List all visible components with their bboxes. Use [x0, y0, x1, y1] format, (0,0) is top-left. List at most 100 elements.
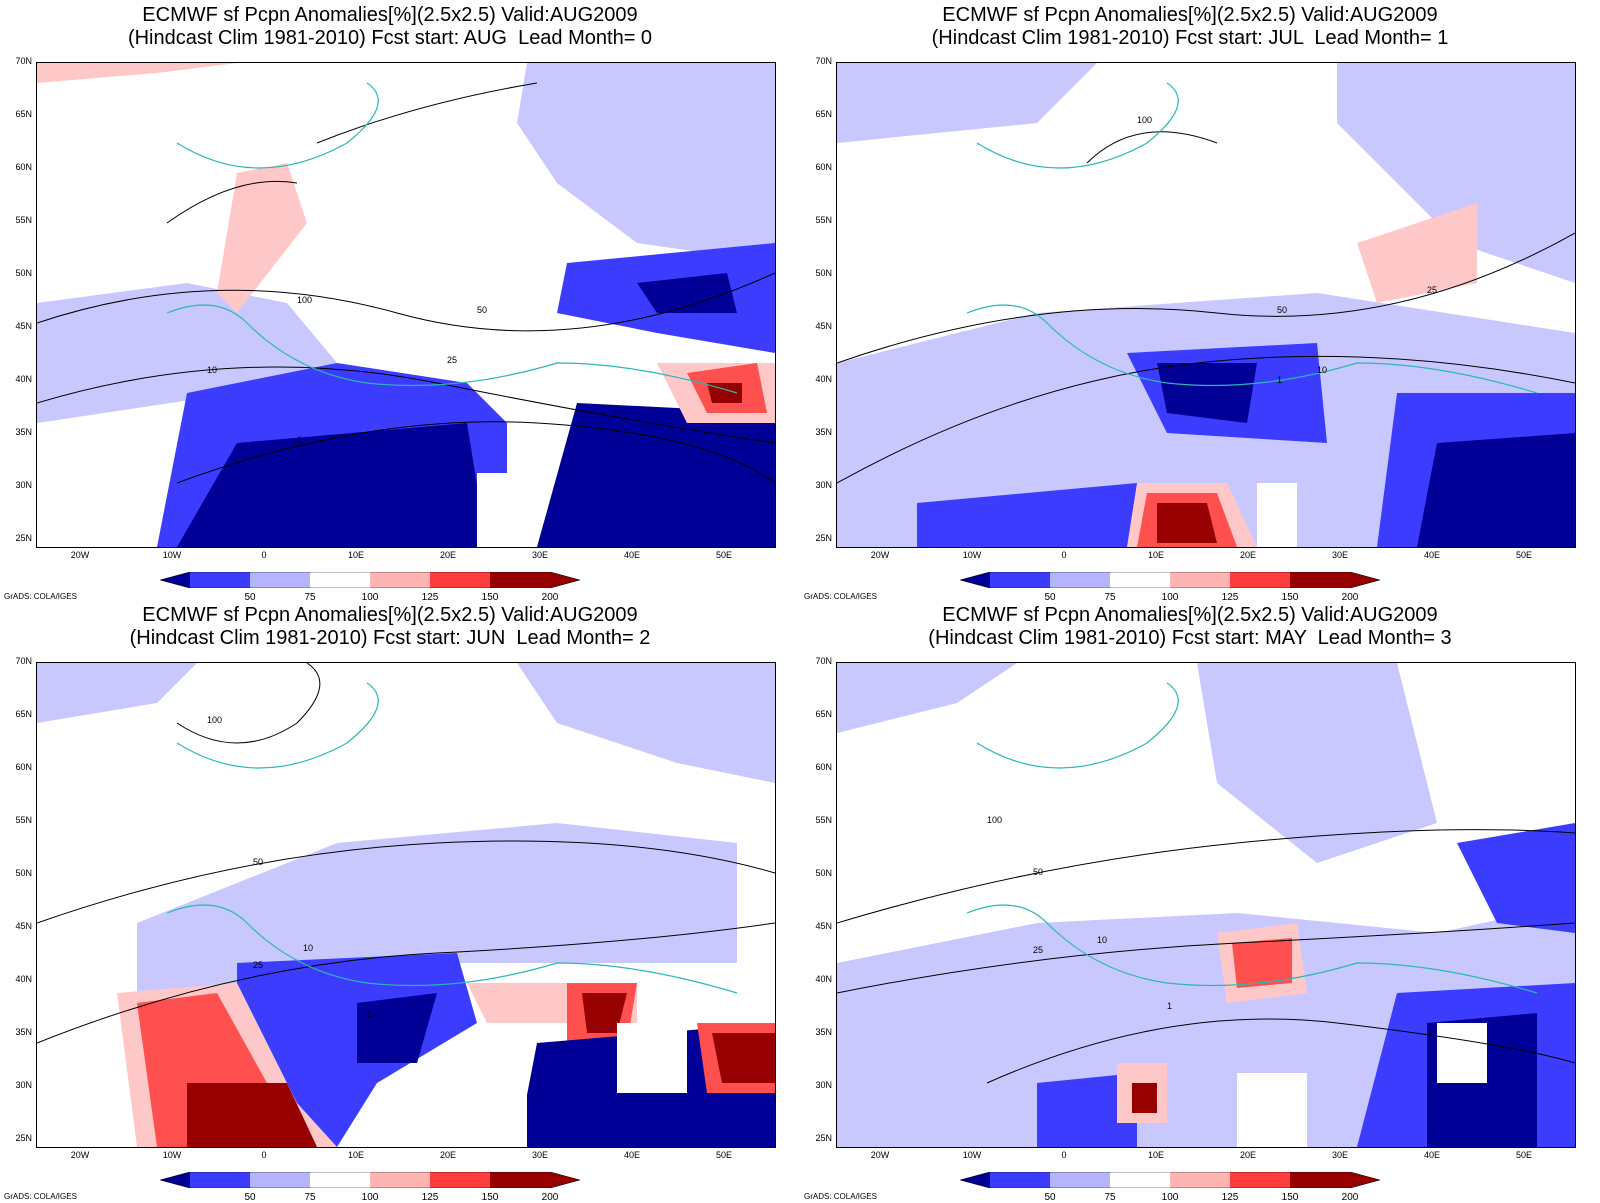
colorbar-label: 125 [421, 592, 439, 603]
lon-label: 30E [1331, 550, 1348, 560]
lat-label: 60N [15, 162, 32, 172]
lat-label: 25N [15, 1133, 32, 1143]
lon-label: 20E [1239, 1150, 1256, 1160]
lon-label: 50E [1515, 1150, 1532, 1160]
lat-label: 50N [815, 868, 832, 878]
lat-label: 65N [15, 709, 32, 719]
colorbar-label: 125 [421, 1192, 439, 1203]
panel-title-line2: (Hindcast Clim 1981-2010) Fcst start: MA… [928, 627, 1452, 649]
contour-label: 10 [207, 365, 217, 375]
contour-label: 1 [297, 435, 302, 445]
panel-title-line2: (Hindcast Clim 1981-2010) Fcst start: JU… [931, 27, 1449, 49]
lon-label: 20E [439, 550, 456, 560]
colorbar-label: 50 [244, 592, 256, 603]
contour-label: 50 [253, 857, 263, 867]
colorbar-label: 75 [304, 1192, 316, 1203]
lat-label: 30N [15, 1080, 32, 1090]
lat-label: 40N [815, 974, 832, 984]
lat-label: 50N [15, 268, 32, 278]
colorbar-label: 150 [481, 1192, 499, 1203]
colorbar-label: 150 [481, 592, 499, 603]
colorbar-label: 75 [1104, 592, 1116, 603]
lon-label: 10E [347, 550, 364, 560]
lon-label: 0 [1061, 550, 1067, 560]
contour-label: 10 [303, 943, 313, 953]
lon-label: 10W [162, 1150, 182, 1160]
contour-label: 25 [253, 960, 263, 970]
lat-label: 40N [15, 374, 32, 384]
lat-label: 65N [815, 709, 832, 719]
lat-label: 30N [815, 1080, 832, 1090]
lon-label: 50E [715, 1150, 732, 1160]
colorbar-label: 75 [1104, 1192, 1116, 1203]
lon-label: 40E [1423, 550, 1440, 560]
lat-label: 35N [15, 1027, 32, 1037]
colorbar-label: 100 [1161, 1192, 1179, 1203]
lon-label: 0 [261, 1150, 267, 1160]
lat-label: 55N [15, 815, 32, 825]
lon-label: 20W [70, 1150, 90, 1160]
colorbar [960, 1172, 1380, 1188]
lon-label: 10W [962, 1150, 982, 1160]
contour-label: 100 [207, 715, 222, 725]
contour-label: 25 [447, 355, 457, 365]
contour-label: 25 [1033, 945, 1043, 955]
contour-label: 100 [297, 295, 312, 305]
lon-label: 10W [162, 550, 182, 560]
lat-label: 40N [815, 374, 832, 384]
contour-label: 1 [1167, 1001, 1172, 1011]
lat-label: 65N [15, 109, 32, 119]
lon-label: 30E [1331, 1150, 1348, 1160]
panel-title-line1: ECMWF sf Pcpn Anomalies[%](2.5x2.5) Vali… [142, 4, 638, 26]
colorbar-label: 200 [1341, 1192, 1359, 1203]
lat-label: 50N [15, 868, 32, 878]
lat-label: 40N [15, 974, 32, 984]
lat-label: 50N [815, 268, 832, 278]
contour-label: 50 [477, 305, 487, 315]
lat-label: 35N [15, 427, 32, 437]
grads-credit: GrADS: COLA/IGES [4, 592, 77, 601]
lat-label: 55N [815, 815, 832, 825]
anomaly-map: 100 50 25 10 1 [836, 662, 1576, 1148]
lat-label: 70N [815, 56, 832, 66]
anomaly-map: 100 50 25 10 1 [836, 62, 1576, 548]
lon-label: 50E [715, 550, 732, 560]
colorbar-label: 75 [304, 592, 316, 603]
lat-label: 35N [815, 1027, 832, 1037]
contour-label: 50 [1277, 305, 1287, 315]
lon-label: 50E [1515, 550, 1532, 560]
contour-label: 1 [1277, 375, 1282, 385]
lon-label: 20W [70, 550, 90, 560]
anomaly-map: 100 50 25 10 1 [36, 662, 776, 1148]
colorbar-label: 200 [1341, 592, 1359, 603]
contour-label: 1 [367, 1009, 372, 1019]
lat-label: 70N [15, 656, 32, 666]
lon-label: 20E [1239, 550, 1256, 560]
grads-credit: GrADS: COLA/IGES [4, 1192, 77, 1201]
map-panel-2: ECMWF sf Pcpn Anomalies[%](2.5x2.5) Vali… [800, 0, 1580, 603]
contour-label: 50 [1033, 867, 1043, 877]
lon-label: 20E [439, 1150, 456, 1160]
lat-label: 70N [815, 656, 832, 666]
contour-label: 10 [1317, 365, 1327, 375]
lon-label: 10W [962, 550, 982, 560]
lat-label: 70N [15, 56, 32, 66]
lat-label: 30N [815, 480, 832, 490]
lon-label: 20W [870, 1150, 890, 1160]
lat-label: 55N [15, 215, 32, 225]
contour-label: 100 [987, 815, 1002, 825]
lat-label: 45N [15, 921, 32, 931]
colorbar-label: 100 [1161, 592, 1179, 603]
colorbar-label: 150 [1281, 592, 1299, 603]
lat-label: 45N [815, 321, 832, 331]
colorbar-label: 125 [1221, 1192, 1239, 1203]
panel-title-line1: ECMWF sf Pcpn Anomalies[%](2.5x2.5) Vali… [942, 604, 1438, 626]
lat-label: 35N [815, 427, 832, 437]
colorbar [160, 572, 580, 588]
lat-label: 30N [15, 480, 32, 490]
lon-label: 40E [1423, 1150, 1440, 1160]
map-panel-1: ECMWF sf Pcpn Anomalies[%](2.5x2.5) Vali… [0, 0, 780, 603]
colorbar [960, 572, 1380, 588]
grads-credit: GrADS: COLA/IGES [804, 1192, 877, 1201]
map-panel-3: ECMWF sf Pcpn Anomalies[%](2.5x2.5) Vali… [0, 600, 780, 1203]
